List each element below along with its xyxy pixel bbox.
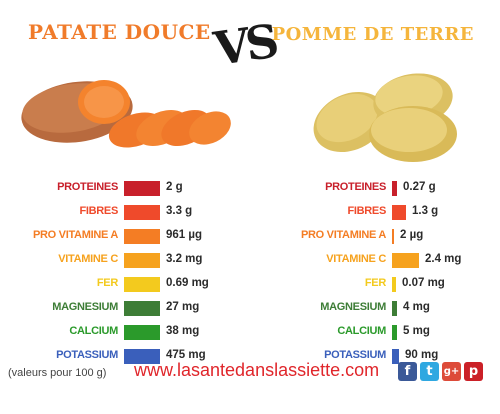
left-nutrient-value: 27 mg (166, 301, 200, 313)
left-nutrient-bar (124, 253, 160, 268)
google-plus-icon[interactable]: g+ (442, 362, 461, 381)
left-nutrient-label: CALCIUM (69, 325, 118, 337)
title-potato: POMME DE TERRE (271, 24, 474, 45)
left-nutrient-value: 475 mg (166, 349, 206, 361)
right-nutrient-bar (392, 325, 397, 340)
left-nutrient-value: 3.3 g (166, 205, 193, 217)
right-nutrient-value: 90 mg (405, 349, 439, 361)
vs-label: VS (210, 14, 279, 76)
left-nutrient-value: 0.69 mg (166, 277, 209, 289)
right-nutrient-bar (392, 301, 397, 316)
potato-illustration (313, 73, 457, 162)
sweet-potato-illustration (21, 80, 231, 148)
right-nutrient-value: 1.3 g (412, 205, 439, 217)
left-nutrient-bar (124, 181, 160, 196)
social-icons: f t g+ p (398, 362, 483, 381)
left-nutrient-label: POTASSIUM (56, 349, 118, 361)
left-nutrient-bar (124, 229, 160, 244)
right-nutrient-bar (392, 229, 394, 244)
right-nutrient-bar (392, 349, 399, 364)
left-nutrient-value: 3.2 mg (166, 253, 203, 265)
right-nutrient-label: VITAMINE C (326, 253, 386, 265)
left-nutrient-label: PROTEINES (57, 181, 118, 193)
left-nutrient-label: MAGNESIUM (52, 301, 118, 313)
right-nutrient-value: 2 µg (400, 229, 424, 241)
left-nutrient-label: VITAMINE C (58, 253, 118, 265)
left-nutrient-bar (124, 325, 160, 340)
right-nutrient-value: 0.07 mg (402, 277, 445, 289)
right-nutrient-bar (392, 253, 419, 268)
right-nutrient-label: PRO VITAMINE A (300, 229, 386, 241)
right-nutrient-label: CALCIUM (337, 325, 386, 337)
left-nutrient-value: 2 g (166, 181, 183, 193)
right-nutrient-bar (392, 181, 397, 196)
left-nutrient-label: FER (96, 277, 118, 289)
right-nutrient-label: FIBRES (347, 205, 386, 217)
footer-note: (valeurs pour 100 g) (8, 367, 107, 379)
right-nutrient-bar (392, 277, 396, 292)
left-nutrient-bar (124, 349, 160, 364)
twitter-icon[interactable]: t (420, 362, 439, 381)
right-nutrient-value: 5 mg (403, 325, 430, 337)
right-nutrient-value: 4 mg (403, 301, 430, 313)
right-nutrient-value: 2.4 mg (425, 253, 462, 265)
right-nutrient-value: 0.27 g (403, 181, 436, 193)
pinterest-icon[interactable]: p (464, 362, 483, 381)
right-nutrient-label: PROTEINES (325, 181, 386, 193)
left-nutrient-value: 38 mg (166, 325, 200, 337)
left-nutrient-label: PRO VITAMINE A (32, 229, 118, 241)
left-nutrient-value: 961 µg (166, 229, 203, 241)
right-nutrient-bar (392, 205, 406, 220)
left-nutrient-bar (124, 301, 160, 316)
left-nutrient-bar (124, 205, 160, 220)
right-nutrient-label: FER (364, 277, 386, 289)
right-nutrient-label: POTASSIUM (324, 349, 386, 361)
left-nutrient-label: FIBRES (79, 205, 118, 217)
right-nutrient-label: MAGNESIUM (320, 301, 386, 313)
title-sweet-potato: PATATE DOUCE (28, 20, 211, 44)
facebook-icon[interactable]: f (398, 362, 417, 381)
website-link[interactable]: www.lasantedanslassiette.com (134, 360, 380, 380)
left-nutrient-bar (124, 277, 160, 292)
